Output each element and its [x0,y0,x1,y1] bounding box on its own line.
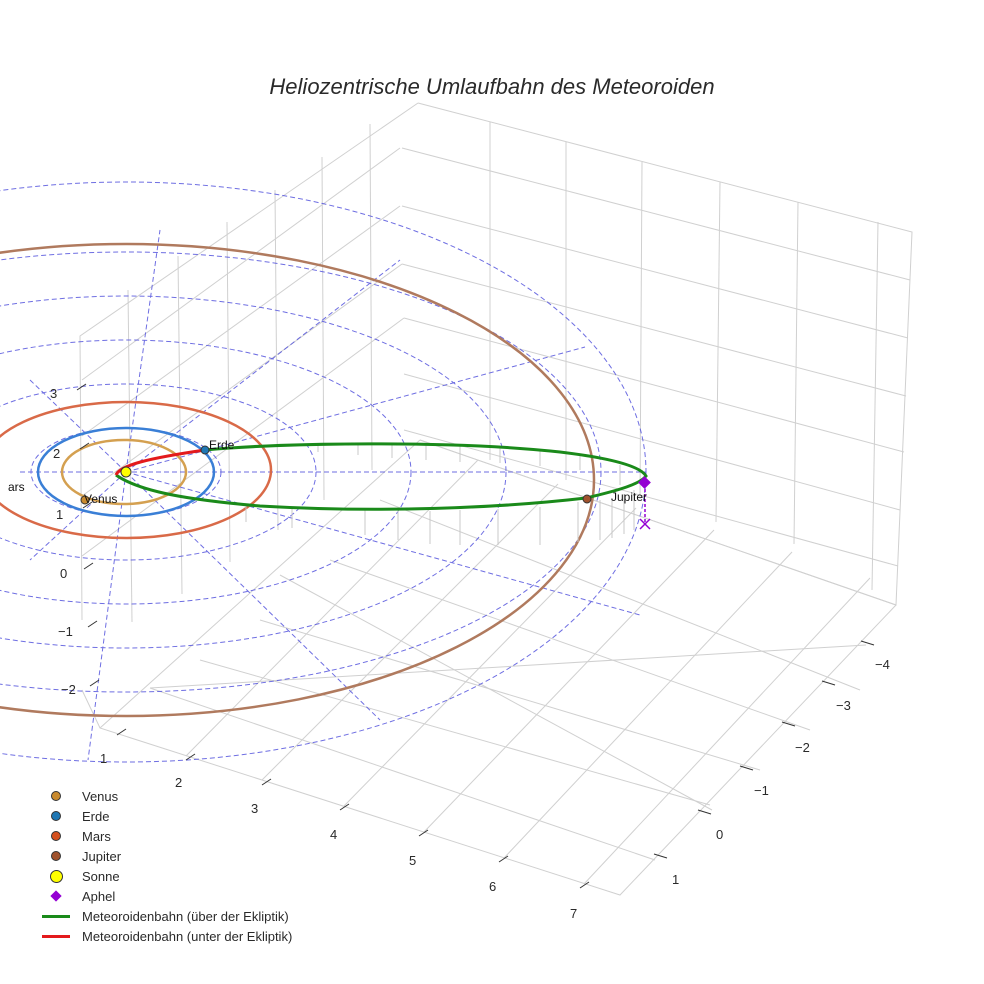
legend-item-orbit-below[interactable]: Meteoroidenbahn (unter der Ekliptik) [36,926,292,946]
z-tick-neg2: −2 [61,682,76,697]
x-tick-5: 5 [409,853,416,868]
legend-label: Erde [82,808,110,824]
legend-item-erde[interactable]: Erde [36,806,292,826]
legend-item-aphel[interactable]: Aphel [36,886,292,906]
aphel-projection-icon [639,518,651,530]
legend-item-orbit-above[interactable]: Meteoroidenbahn (über der Ekliptik) [36,906,292,926]
jupiter-orbit [0,242,596,718]
x-tick-7: 7 [570,906,577,921]
y-tick-neg3: −3 [836,698,851,713]
mars-label: ars [8,480,25,494]
meteoroid-orbit-below [114,448,206,476]
x-tick-2: 2 [175,775,182,790]
venus-orbit [60,438,188,506]
legend-item-sonne[interactable]: Sonne [36,866,292,886]
legend-label: Meteoroidenbahn (unter der Ekliptik) [82,928,293,944]
jupiter-dot-icon [51,851,61,861]
mars-dot-icon [51,831,61,841]
venus-label: Venus [84,492,117,506]
y-tick-neg1: −1 [754,783,769,798]
sonne-dot-icon [49,869,63,883]
legend: Venus Erde Mars Jupiter Sonne Aphel Mete… [36,786,292,946]
venus-dot-icon [51,791,61,801]
green-line-icon [42,914,70,918]
erde-marker [200,445,210,455]
legend-label: Venus [82,788,119,804]
z-tick-2: 2 [53,446,60,461]
y-tick-neg4: −4 [875,657,890,672]
z-tick-neg1: −1 [58,624,73,639]
jupiter-marker [582,494,592,504]
z-tick-0: 0 [60,566,67,581]
x-axis [116,728,590,889]
meteoroid-orbit-above [115,442,648,511]
venus-marker [80,495,90,505]
meteoroid-orbit [114,442,648,511]
erde-label: Erde [209,438,235,452]
legend-label: Jupiter [82,848,122,864]
legend-item-venus[interactable]: Venus [36,786,292,806]
x-tick-6: 6 [489,879,496,894]
x-tick-3: 3 [251,801,258,816]
legend-label: Sonne [82,868,120,884]
chart-title: Heliozentrische Umlaufbahn des Meteoroid… [269,74,715,99]
legend-item-mars[interactable]: Mars [36,826,292,846]
y-tick-neg2: −2 [795,740,810,755]
y-tick-0: 0 [716,827,723,842]
planet-orbits [0,242,596,718]
legend-label: Aphel [82,888,116,904]
legend-item-jupiter[interactable]: Jupiter [36,846,292,866]
aphel-diamond-icon [50,890,62,902]
legend-label: Mars [82,828,111,844]
y-tick-1: 1 [672,872,679,887]
x-tick-1: 1 [100,751,107,766]
y-axis [653,640,875,859]
box-grid [79,102,913,896]
erde-dot-icon [51,811,61,821]
erde-orbit [36,426,216,518]
ecliptic-polar-grid [0,181,647,763]
z-tick-1: 1 [56,507,63,522]
drop-lines [245,445,635,545]
jupiter-label: Jupiter [611,490,647,504]
x-tick-4: 4 [330,827,337,842]
legend-label: Meteoroidenbahn (über der Ekliptik) [82,908,289,924]
sonne-marker [120,466,132,478]
red-line-icon [42,934,70,938]
z-tick-3: 3 [50,386,57,401]
mars-orbit [0,400,273,540]
z-axis [76,383,100,687]
